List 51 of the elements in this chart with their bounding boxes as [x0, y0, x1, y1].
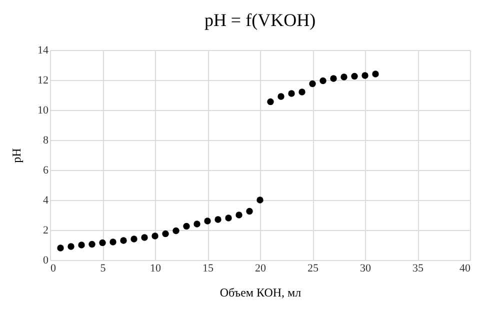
x-tick-label: 10	[150, 262, 162, 274]
point	[340, 74, 348, 80]
y-tick-label: 2	[43, 224, 48, 236]
y-tick-label: 12	[38, 74, 48, 86]
point	[351, 72, 358, 80]
point	[256, 196, 264, 204]
point	[110, 238, 116, 246]
point	[246, 208, 253, 215]
y-tick-label: 6	[43, 164, 49, 176]
point	[330, 75, 337, 82]
point	[78, 242, 85, 248]
point	[225, 214, 232, 222]
x-tick-label: 40	[460, 262, 471, 274]
point	[298, 88, 306, 96]
x-tick-label: 35	[412, 262, 424, 274]
point	[372, 70, 379, 78]
point	[214, 216, 222, 223]
y-tick-label: 0	[43, 254, 49, 266]
chart-title: pH = f(VKOH)	[204, 10, 316, 30]
x-tick-label: 20	[255, 262, 266, 274]
y-tick-label: 10	[38, 104, 49, 116]
point	[288, 90, 295, 97]
y-tick-label: 14	[38, 44, 49, 56]
point	[194, 220, 200, 228]
point	[152, 232, 158, 240]
point	[278, 93, 284, 100]
y-tick-label: 4	[43, 194, 49, 206]
point	[309, 80, 316, 88]
point	[68, 243, 74, 250]
point	[57, 244, 64, 252]
point	[236, 212, 242, 218]
point	[267, 98, 274, 106]
y-axis-title: pH	[10, 148, 24, 163]
point	[162, 230, 169, 238]
x-tick-label: 25	[308, 262, 319, 274]
point	[172, 227, 180, 234]
point	[88, 240, 96, 248]
point	[183, 222, 190, 230]
x-axis-title: Объем КОН, мл	[220, 286, 302, 300]
y-tick-label: 8	[43, 134, 49, 146]
point	[120, 237, 127, 244]
x-tick-label: 15	[202, 262, 214, 274]
point	[204, 218, 211, 224]
point	[99, 239, 106, 246]
point	[320, 77, 326, 84]
x-tick-label: 0	[50, 262, 56, 274]
point	[130, 236, 138, 242]
x-tick-label: 30	[360, 262, 372, 274]
point	[362, 72, 368, 79]
point	[141, 234, 148, 241]
x-tick-label: 5	[100, 262, 106, 274]
